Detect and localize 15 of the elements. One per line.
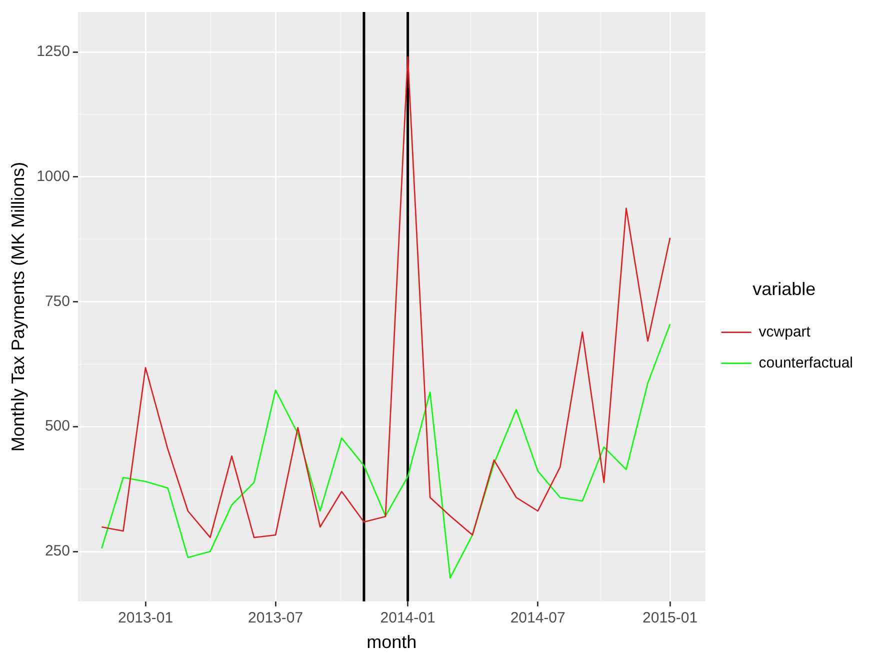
y-tick-label: 1250 bbox=[36, 43, 70, 60]
x-axis-title: month bbox=[366, 632, 417, 652]
y-tick-label: 750 bbox=[44, 292, 70, 310]
x-tick-label: 2014-07 bbox=[510, 610, 566, 627]
x-tick-label: 2013-01 bbox=[118, 610, 174, 627]
y-tick-label: 500 bbox=[44, 418, 70, 435]
y-tick-label: 1000 bbox=[36, 168, 70, 185]
y-axis-title: Monthly Tax Payments (MK Millions) bbox=[8, 162, 28, 452]
x-tick-label: 2015-01 bbox=[642, 610, 698, 627]
legend-title: variable bbox=[752, 279, 816, 300]
y-tick-label: 250 bbox=[44, 542, 70, 560]
x-tick-label: 2014-01 bbox=[380, 610, 436, 627]
x-tick-label: 2013-07 bbox=[248, 610, 304, 627]
legend-label: counterfactual bbox=[758, 354, 854, 372]
legend-label: vcwpart bbox=[758, 323, 812, 340]
